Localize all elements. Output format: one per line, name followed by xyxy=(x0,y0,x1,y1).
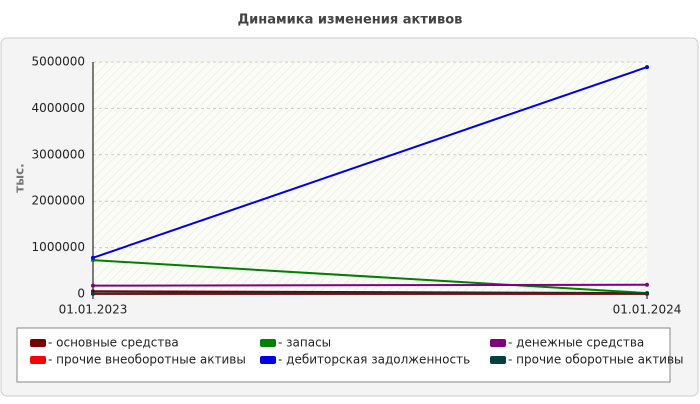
x-tick-label: 01.01.2024 xyxy=(613,303,682,317)
legend-swatch xyxy=(260,339,276,347)
point xyxy=(645,282,649,287)
legend-label: - основные средства xyxy=(48,336,179,350)
series-line xyxy=(92,259,648,295)
legend-swatch xyxy=(30,356,46,364)
legend-label: - запасы xyxy=(278,336,331,350)
y-tick-label: 3000000 xyxy=(32,147,85,161)
y-tick-label: 1000000 xyxy=(32,240,85,254)
legend-swatch xyxy=(30,339,46,347)
legend-swatch xyxy=(490,339,506,347)
y-tick-label: 2000000 xyxy=(32,194,85,208)
chart-title: Динамика изменения активов xyxy=(238,13,463,28)
x-tick-label: 01.01.2023 xyxy=(59,303,128,317)
legend-label: - прочие оборотные активы xyxy=(508,353,684,367)
y-axis-label: тыс. xyxy=(13,163,27,192)
legend-swatch xyxy=(490,356,506,364)
point xyxy=(91,283,95,288)
y-tick-label: 4000000 xyxy=(32,101,85,115)
plot-area xyxy=(93,62,647,294)
legend-label: - дебиторская задолженность xyxy=(278,353,470,367)
y-tick-label: 5000000 xyxy=(32,55,85,69)
series-line xyxy=(92,283,648,287)
point xyxy=(91,291,95,296)
series-line xyxy=(92,66,648,259)
legend-label: - прочие внеоборотные активы xyxy=(48,353,246,367)
legend xyxy=(16,327,671,383)
legend-swatch xyxy=(260,356,276,364)
legend-label: - денежные средства xyxy=(508,336,644,350)
y-tick-label: 0 xyxy=(77,287,85,301)
point xyxy=(645,291,649,296)
point xyxy=(91,255,95,260)
point xyxy=(645,65,649,70)
